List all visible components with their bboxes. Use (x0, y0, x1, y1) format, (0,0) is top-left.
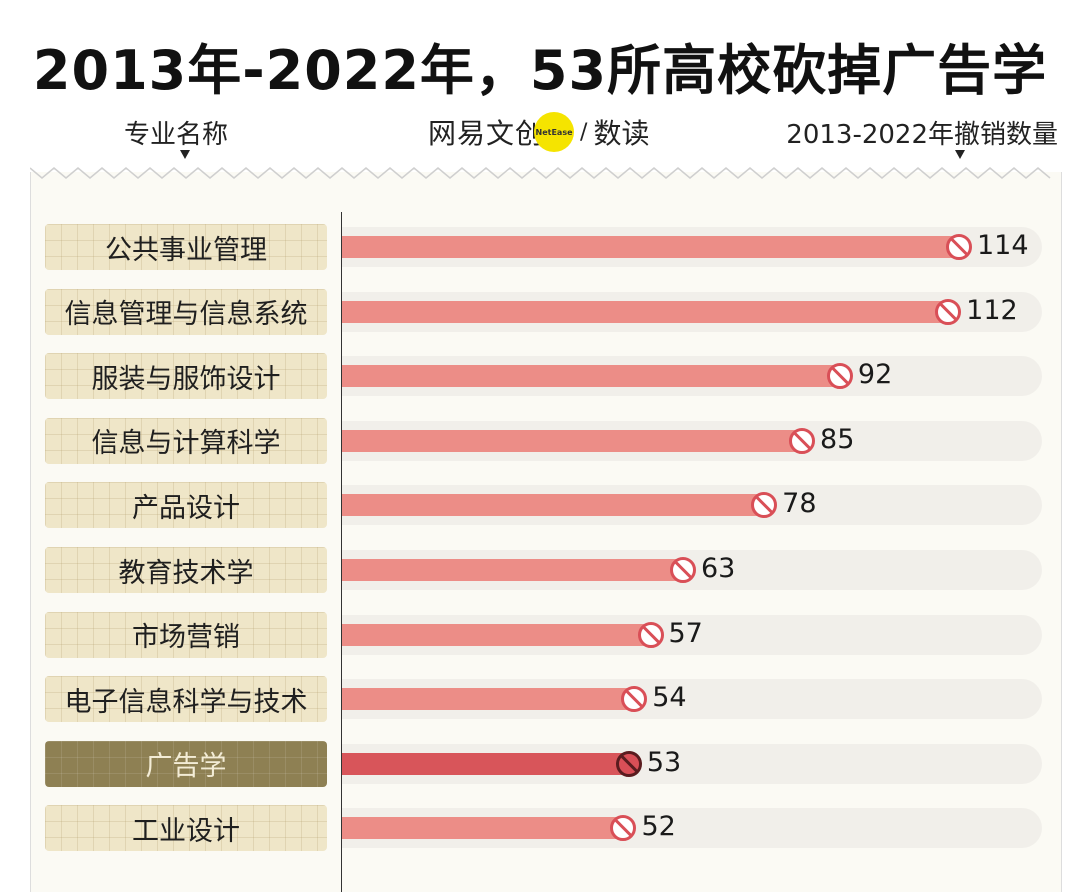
cancel-icon (946, 234, 972, 260)
cancel-icon (610, 815, 637, 842)
value-label: 112 (966, 294, 1018, 326)
category-axis-label: 专业名称 (124, 120, 229, 150)
cancel-icon (637, 621, 664, 648)
logo-text: 网易文创 (428, 117, 545, 150)
bar (342, 688, 635, 711)
chart-title: 2013年-2022年，53所高校砍掉广告学 (32, 39, 1048, 102)
bar (342, 623, 651, 646)
cancel-icon (615, 750, 642, 777)
category-label: 电子信息科学与技术 (45, 676, 327, 723)
category-label: 教育技术学 (45, 547, 327, 593)
category-axis-line (341, 212, 342, 892)
value-label: 78 (782, 488, 817, 520)
bar (342, 429, 803, 452)
bar (342, 817, 624, 840)
bar (342, 300, 949, 323)
logo-badge-icon: NetEase (534, 112, 575, 152)
cancel-icon (789, 427, 816, 454)
value-axis-label: 2013-2022年撤销数量 (786, 120, 1058, 150)
logo-badge-text: NetEase (535, 127, 573, 137)
category-label: 产品设计 (45, 482, 327, 529)
value-label: 52 (641, 811, 676, 843)
value-label: 54 (652, 682, 687, 714)
category-label: 公共事业管理 (45, 224, 327, 270)
category-label: 广告学 (45, 740, 327, 787)
cancel-icon (669, 557, 696, 583)
category-label: 信息管理与信息系统 (45, 288, 327, 335)
bar (342, 559, 683, 581)
category-label: 信息与计算科学 (45, 417, 327, 464)
category-label: 市场营销 (45, 611, 327, 658)
value-label: 114 (977, 230, 1029, 261)
category-label: 工业设计 (45, 805, 327, 852)
value-label: 57 (668, 617, 703, 649)
logo: 网易文创 NetEase / 数读 (428, 110, 649, 154)
bar (342, 752, 629, 775)
value-down-arrow-icon (955, 150, 965, 159)
cancel-icon (826, 363, 853, 390)
cancel-icon (751, 492, 778, 519)
logo-suffix: 数读 (593, 117, 650, 150)
bar (342, 236, 959, 258)
value-label: 92 (857, 359, 893, 391)
zigzag-border (30, 167, 1051, 179)
bar (342, 494, 765, 517)
bar (342, 365, 840, 388)
cancel-icon (935, 298, 962, 325)
category-label: 服装与服饰设计 (45, 353, 327, 400)
cancel-icon (621, 686, 648, 713)
value-label: 53 (646, 746, 682, 778)
logo-separator: / (580, 119, 588, 145)
value-label: 63 (700, 553, 736, 584)
category-down-arrow-icon (180, 150, 190, 159)
value-label: 85 (820, 423, 855, 455)
